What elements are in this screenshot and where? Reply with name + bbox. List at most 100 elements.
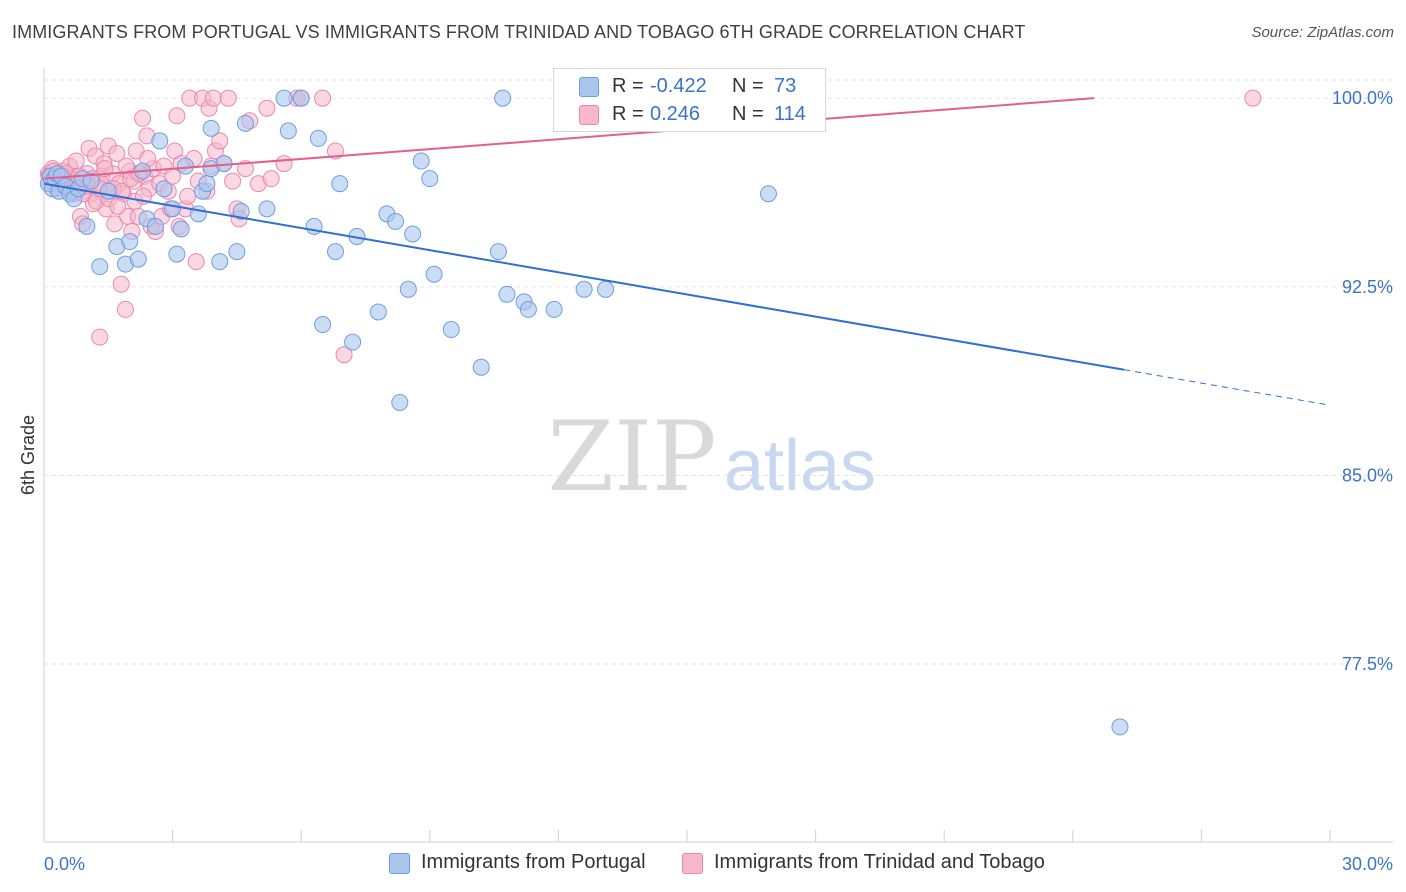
axes-layer [43, 68, 1393, 843]
portugal-point [472, 358, 490, 376]
trinidad-point [262, 170, 280, 188]
portugal-point [164, 200, 182, 218]
legend-row-trinidad: R = 0.246 N = 114 [554, 101, 825, 129]
series-swatch-trinidad [682, 853, 703, 874]
trinidad-point [335, 346, 353, 364]
portugal-point [129, 250, 147, 268]
watermark-zip: ZIP [547, 401, 716, 513]
portugal-regression-line [43, 182, 1125, 371]
portugal-point [309, 129, 327, 147]
portugal-point [369, 303, 387, 321]
trinidad-point [326, 142, 344, 160]
portugal-point [258, 200, 276, 218]
legend-r-label: R = [612, 75, 644, 97]
trinidad-point [204, 89, 222, 107]
trinidad-point [258, 99, 276, 117]
trinidad-point [108, 145, 126, 163]
trinidad-point [134, 109, 152, 127]
portugal-point [121, 233, 139, 251]
y-tick-label: 85.0% [1342, 465, 1393, 485]
portugal-point [391, 393, 409, 411]
legend-r-value: 0.246 [650, 103, 701, 125]
portugal-point [292, 89, 310, 107]
portugal-point [331, 175, 349, 193]
portugal-point [597, 280, 615, 298]
portugal-point [494, 89, 512, 107]
portugal-point [404, 225, 422, 243]
portugal-point [279, 122, 297, 140]
portugal-point [421, 170, 439, 188]
portugal-point [91, 258, 109, 276]
trinidad-point [224, 172, 242, 190]
axis-labels: 100.0% 92.5% 85.0% 77.5% 0.0% 30.0% 6th Grade [18, 88, 1393, 874]
portugal-point [545, 300, 563, 318]
y-tick-label: 77.5% [1342, 654, 1393, 674]
source-credit: Source: ZipAtlas.com [1251, 24, 1394, 41]
regression-lines [43, 97, 1331, 406]
portugal-point [82, 172, 100, 190]
legend-r-label: R = [612, 103, 644, 125]
stats-legend: R = -0.422 N = 73 R = 0.246 N = 114 [553, 68, 826, 132]
portugal-point [236, 114, 254, 132]
trinidad-regression-line [43, 97, 1095, 180]
y-tick-label: 100.0% [1332, 88, 1393, 108]
portugal-point [176, 157, 194, 175]
legend-swatch-trinidad [579, 105, 599, 125]
portugal-point [498, 285, 516, 303]
trinidad-point [219, 89, 237, 107]
legend-n-label: N = [732, 103, 764, 125]
portugal-point [78, 217, 96, 235]
trinidad-point [96, 160, 114, 178]
portugal-point [314, 316, 332, 334]
trinidad-point [211, 132, 229, 150]
watermark: ZIP atlas [547, 401, 876, 513]
legend-n-label: N = [732, 75, 764, 97]
legend-r-value: -0.422 [650, 75, 707, 97]
series-label-portugal: Immigrants from Portugal [421, 851, 646, 873]
portugal-point [189, 205, 207, 223]
trinidad-point [187, 253, 205, 271]
trinidad-point [112, 275, 130, 293]
portugal-point [198, 175, 216, 193]
trinidad-point [1244, 89, 1262, 107]
portugal-points [39, 89, 1129, 736]
chart-title: IMMIGRANTS FROM PORTUGAL VS IMMIGRANTS F… [12, 22, 1026, 42]
trinidad-point [106, 215, 124, 233]
trinidad-point [275, 155, 293, 173]
legend-swatch-portugal [579, 77, 599, 97]
portugal-point [146, 217, 164, 235]
legend-n-value: 73 [774, 75, 797, 97]
x-tick-label: 0.0% [44, 854, 85, 874]
portugal-point [575, 280, 593, 298]
portugal-point [1111, 718, 1129, 736]
portugal-point [275, 89, 293, 107]
portugal-point [442, 321, 460, 339]
portugal-point [519, 300, 537, 318]
portugal-point [387, 212, 405, 230]
portugal-point [155, 180, 173, 198]
portugal-regression-extension [1124, 369, 1331, 406]
portugal-point [425, 265, 443, 283]
portugal-point [232, 202, 250, 220]
portugal-point [99, 182, 117, 200]
y-axis-title: 6th Grade [18, 415, 38, 495]
series-label-trinidad: Immigrants from Trinidad and Tobago [714, 851, 1045, 873]
trinidad-point [314, 89, 332, 107]
trinidad-point [109, 197, 127, 215]
series-swatch-portugal [389, 853, 410, 874]
watermark-atlas: atlas [724, 426, 876, 506]
trinidad-point [116, 300, 134, 318]
portugal-point [211, 253, 229, 271]
legend-n-value: 114 [774, 103, 806, 125]
portugal-point [489, 243, 507, 261]
portugal-point [202, 119, 220, 137]
portugal-point [172, 220, 190, 238]
portugal-point [228, 243, 246, 261]
portugal-point [344, 333, 362, 351]
legend-row-portugal: R = -0.422 N = 73 [554, 73, 825, 101]
portugal-point [326, 243, 344, 261]
portugal-point [759, 185, 777, 203]
portugal-point [168, 245, 186, 263]
x-tick-label: 30.0% [1342, 854, 1393, 874]
